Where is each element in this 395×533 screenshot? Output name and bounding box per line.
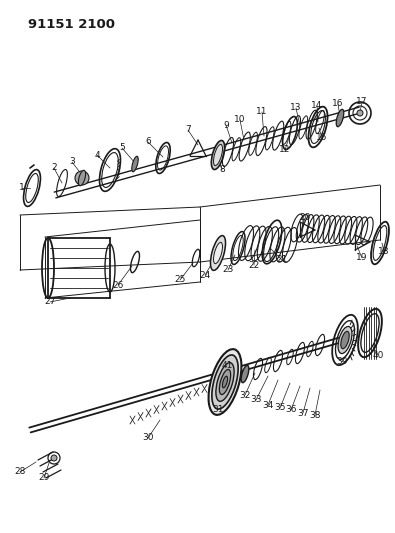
Ellipse shape [78, 170, 86, 185]
Text: 91151 2100: 91151 2100 [28, 18, 115, 31]
Text: 37: 37 [297, 408, 309, 417]
Text: 25: 25 [174, 276, 186, 285]
Text: 39: 39 [336, 358, 348, 367]
Text: 28: 28 [14, 467, 26, 477]
Text: 3: 3 [69, 157, 75, 166]
Text: 29: 29 [38, 473, 50, 482]
Text: 22: 22 [248, 261, 260, 270]
Text: 7: 7 [185, 125, 191, 134]
Text: 8: 8 [219, 166, 225, 174]
Text: 24: 24 [199, 271, 211, 279]
Text: 41: 41 [221, 360, 233, 369]
Text: 18: 18 [378, 247, 390, 256]
Ellipse shape [209, 349, 241, 415]
Text: 19: 19 [356, 254, 368, 262]
Ellipse shape [212, 355, 238, 409]
Ellipse shape [211, 141, 225, 169]
Text: 15: 15 [316, 133, 328, 142]
Text: 14: 14 [311, 101, 323, 110]
Text: 33: 33 [250, 395, 262, 405]
Circle shape [51, 455, 57, 461]
Circle shape [75, 171, 89, 185]
Ellipse shape [214, 144, 222, 166]
Text: 40: 40 [372, 351, 384, 359]
Text: 11: 11 [256, 108, 268, 117]
Text: 17: 17 [356, 98, 368, 107]
Ellipse shape [214, 243, 222, 264]
Ellipse shape [132, 156, 138, 172]
Text: 20: 20 [299, 214, 311, 222]
Text: 31: 31 [212, 406, 224, 415]
Ellipse shape [211, 236, 226, 270]
Text: 32: 32 [239, 391, 251, 400]
Text: 5: 5 [119, 143, 125, 152]
Text: 6: 6 [145, 138, 151, 147]
Text: 27: 27 [44, 297, 56, 306]
Ellipse shape [338, 326, 352, 353]
Text: 10: 10 [234, 116, 246, 125]
Text: 23: 23 [222, 265, 234, 274]
Text: 30: 30 [142, 433, 154, 442]
Ellipse shape [241, 365, 249, 383]
Text: 16: 16 [332, 100, 344, 109]
Ellipse shape [216, 362, 234, 401]
Text: 35: 35 [274, 403, 286, 413]
Text: 26: 26 [112, 280, 124, 289]
Ellipse shape [336, 109, 344, 127]
Text: 21: 21 [276, 255, 288, 264]
Text: 36: 36 [285, 406, 297, 415]
Ellipse shape [222, 376, 228, 388]
Text: 12: 12 [279, 146, 291, 155]
Ellipse shape [341, 332, 349, 349]
Text: 13: 13 [290, 103, 302, 112]
Text: 2: 2 [51, 164, 57, 173]
Circle shape [357, 110, 363, 116]
Text: 9: 9 [223, 120, 229, 130]
Ellipse shape [219, 369, 231, 394]
Text: 38: 38 [309, 410, 321, 419]
Text: 4: 4 [94, 150, 100, 159]
Text: 1: 1 [19, 183, 25, 192]
Text: 34: 34 [262, 400, 274, 409]
